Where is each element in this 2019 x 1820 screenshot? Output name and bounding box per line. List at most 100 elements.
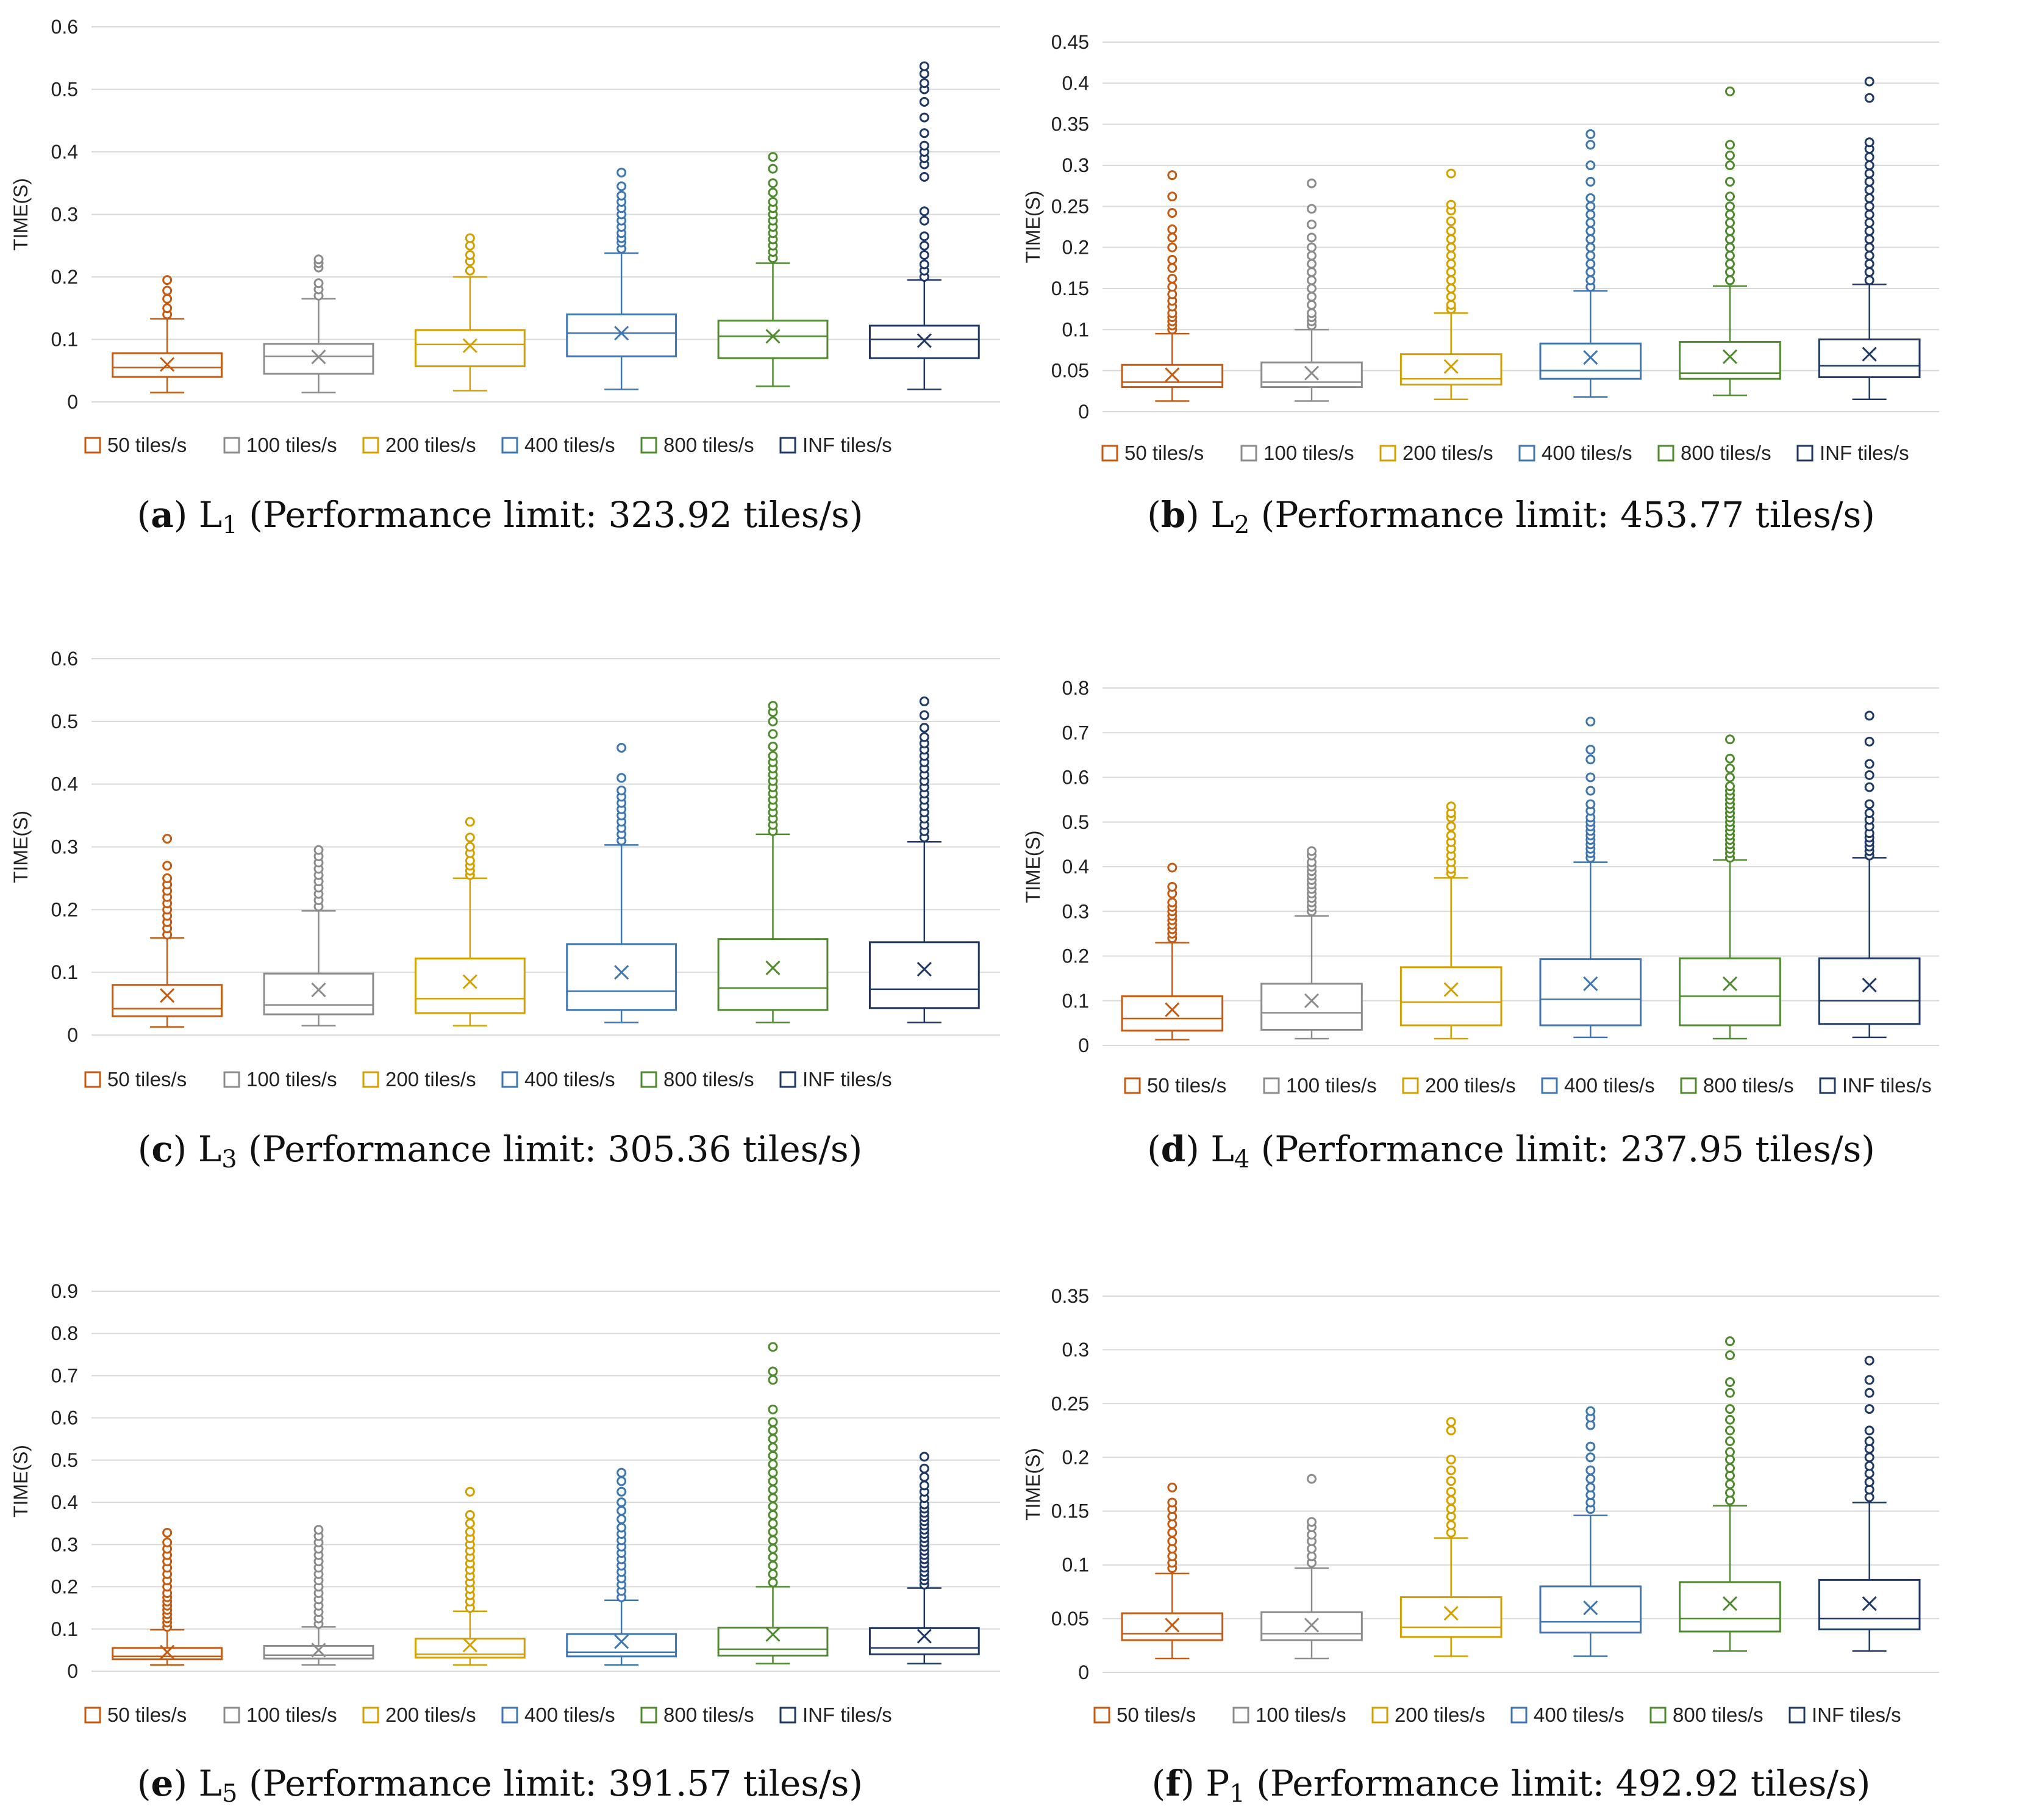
y-tick-label: 0.3 <box>51 836 78 858</box>
y-tick-label: 0.8 <box>51 1322 78 1344</box>
outlier-point <box>768 1434 778 1444</box>
legend-swatch <box>1232 1707 1249 1724</box>
box-iqr <box>717 938 829 1011</box>
outlier-point <box>1307 178 1317 188</box>
outlier-point <box>465 1510 475 1520</box>
legend-label: 400 tiles/s <box>1534 1704 1624 1726</box>
legend-item: 50 tiles/s <box>84 434 187 456</box>
outlier-point <box>1585 140 1596 150</box>
outlier-point <box>1725 242 1735 253</box>
y-tick-label: 0 <box>1078 1034 1089 1056</box>
outlier-point <box>768 1518 778 1528</box>
legend-swatch <box>362 1707 379 1724</box>
box-50-tiles-s <box>112 1527 223 1666</box>
box-iqr <box>1260 983 1363 1031</box>
legend-swatch <box>84 1071 101 1088</box>
legend-item: 400 tiles/s <box>501 434 615 456</box>
legend-label: 200 tiles/s <box>385 1704 476 1726</box>
y-axis-label: TIME(S) <box>1022 190 1044 263</box>
panel-caption-c: (c) L3 (Performance limit: 305.36 tiles/… <box>137 1128 863 1173</box>
y-tick-label: 0.6 <box>51 1407 78 1429</box>
outlier-point <box>1864 1388 1874 1398</box>
box-50-tiles-s <box>112 834 223 1028</box>
outlier-point <box>1307 1517 1317 1527</box>
outlier-point <box>1864 1425 1874 1436</box>
mean-marker <box>1165 1618 1180 1633</box>
outlier-point <box>1446 1486 1456 1497</box>
outlier-point <box>1864 185 1874 195</box>
legend-swatch <box>640 1071 657 1088</box>
box-inf-tiles-s <box>1818 76 1921 401</box>
outlier-point <box>1307 299 1317 310</box>
box-iqr <box>566 943 677 1011</box>
legend-item: 200 tiles/s <box>362 1068 476 1091</box>
legend-swatch <box>223 1071 240 1088</box>
outlier-point <box>1307 251 1317 261</box>
outlier-point <box>1725 140 1735 150</box>
outlier-point <box>1446 275 1456 285</box>
y-tick-label: 0 <box>1078 401 1089 423</box>
outlier-point <box>162 1537 173 1547</box>
outlier-point <box>768 701 778 711</box>
legend-item: 400 tiles/s <box>1541 1074 1655 1097</box>
y-tick-label: 0.05 <box>1051 360 1089 382</box>
outlier-point <box>768 1404 778 1414</box>
panel-title-prefix: L <box>198 1128 222 1170</box>
panel-letter: a <box>151 494 174 536</box>
panel-caption-b: (b) L2 (Performance limit: 453.77 tiles/… <box>1147 494 1875 539</box>
outlier-point <box>1725 1404 1735 1414</box>
y-tick-label: 0.5 <box>1062 811 1089 833</box>
legend-label: 100 tiles/s <box>1263 442 1354 464</box>
outlier-point <box>616 181 627 192</box>
legend-swatch <box>1819 1077 1836 1094</box>
outlier-point <box>1585 226 1596 236</box>
box-100-tiles-s <box>263 845 374 1026</box>
outlier-point <box>465 842 475 852</box>
outlier-point <box>768 1552 778 1563</box>
box-iqr <box>1121 995 1224 1032</box>
mean-marker <box>1304 365 1320 381</box>
outlier-point <box>768 1366 778 1377</box>
mean-marker <box>311 982 326 998</box>
mean-marker <box>160 1644 175 1660</box>
y-tick-label: 0.35 <box>1051 113 1089 135</box>
outlier-point <box>162 275 173 285</box>
outlier-point <box>1864 1436 1874 1446</box>
outlier-point <box>1725 209 1735 220</box>
outlier-point <box>1446 251 1456 261</box>
panel-title-prefix: L <box>1210 1128 1234 1170</box>
legend-swatch <box>640 1707 657 1724</box>
legend-label: 200 tiles/s <box>1403 442 1493 464</box>
outlier-point <box>1585 1452 1596 1463</box>
panel-letter: e <box>151 1763 174 1804</box>
box-800-tiles-s <box>717 152 829 387</box>
legend-item: 400 tiles/s <box>501 1068 615 1091</box>
box-iqr <box>1399 1596 1503 1638</box>
y-tick-label: 0.1 <box>1062 318 1089 340</box>
outlier-point <box>1585 129 1596 139</box>
legend-swatch <box>501 1707 518 1724</box>
outlier-point <box>1167 897 1177 908</box>
legend-item: 200 tiles/s <box>362 1704 476 1726</box>
mean-marker <box>160 357 175 372</box>
y-tick-label: 0.6 <box>51 648 78 670</box>
legend-label: 50 tiles/s <box>107 434 187 456</box>
box-iqr <box>1399 966 1503 1026</box>
outlier-point <box>1446 216 1456 226</box>
y-tick-label: 0 <box>67 1024 78 1046</box>
legend-swatch <box>1657 445 1674 462</box>
outlier-point <box>1585 234 1596 245</box>
outlier-point <box>919 240 929 251</box>
legend-label: INF tiles/s <box>802 1704 892 1726</box>
mean-marker <box>917 333 932 348</box>
outlier-point <box>1585 242 1596 253</box>
y-tick-label: 0.5 <box>51 79 78 101</box>
panel-title-rest: (Performance limit: 305.36 tiles/s) <box>248 1128 863 1170</box>
mean-marker <box>1443 1605 1459 1621</box>
y-tick-label: 0.6 <box>1062 767 1089 789</box>
y-axis-label: TIME(S) <box>1022 830 1044 903</box>
legend-label: 100 tiles/s <box>1256 1704 1346 1726</box>
outlier-point <box>1585 209 1596 220</box>
outlier-point <box>768 1342 778 1352</box>
outlier-point <box>1725 150 1735 160</box>
